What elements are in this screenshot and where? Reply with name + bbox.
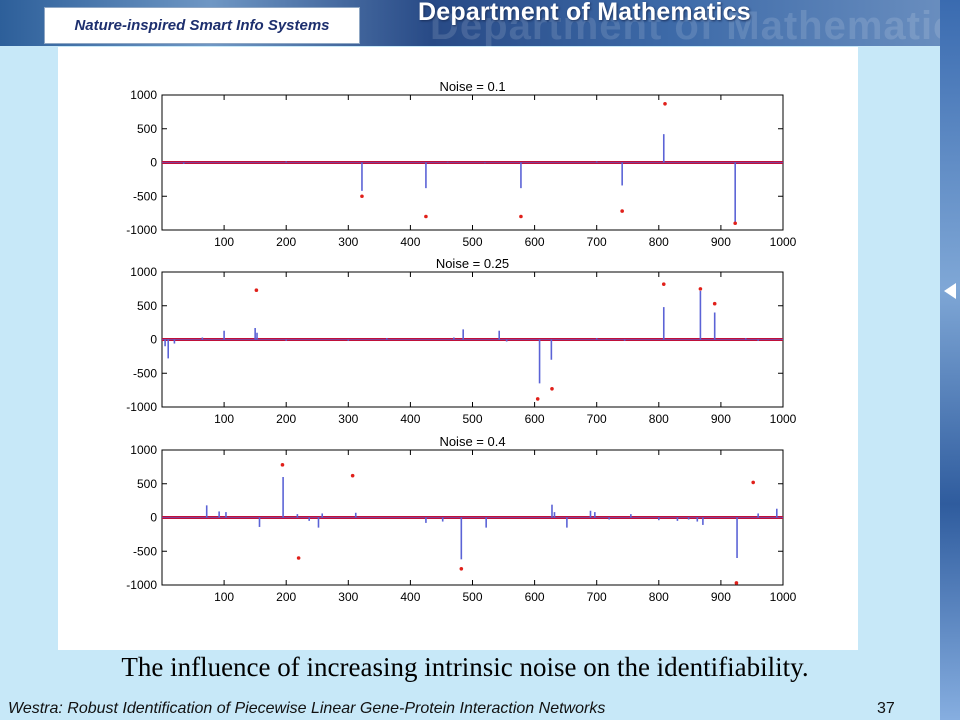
x-tick-label: 200 — [276, 412, 296, 426]
y-tick-label: 0 — [150, 156, 157, 170]
true-value-point — [751, 480, 755, 485]
chart-3: Noise = 0.4 1000 500 0 -500 -1000 100 200 300 400… — [126, 434, 796, 604]
y-tick-label: -500 — [133, 189, 157, 203]
x-tick-label: 100 — [214, 412, 234, 426]
x-tick-label: 800 — [649, 412, 669, 426]
x-tick-label: 600 — [525, 235, 545, 249]
x-tick-label: 1000 — [770, 590, 797, 604]
x-tick-label: 100 — [214, 590, 234, 604]
x-tick-label: 400 — [400, 235, 420, 249]
true-value-point — [550, 386, 554, 391]
x-tick-label: 500 — [462, 412, 482, 426]
true-value-point — [519, 214, 523, 219]
x-tick-label: 600 — [525, 590, 545, 604]
slide-caption: The influence of increasing intrinsic no… — [121, 652, 809, 682]
x-tick-label: 1000 — [770, 412, 797, 426]
page-number: 37 — [877, 700, 895, 717]
true-value-point — [661, 282, 666, 286]
x-tick-label: 500 — [462, 235, 482, 249]
true-value-point — [296, 556, 301, 560]
x-tick-label: 400 — [400, 412, 420, 426]
department-title: Department of Mathematics — [418, 0, 751, 26]
y-tick-label: -1000 — [126, 400, 157, 414]
chart-title: Noise = 0.25 — [436, 256, 509, 271]
x-tick-label: 900 — [711, 590, 731, 604]
brand-label: Nature-inspired Smart Info Systems — [44, 7, 360, 44]
x-tick-label: 500 — [462, 590, 482, 604]
y-tick-label: 500 — [137, 299, 157, 313]
true-value-point — [424, 214, 428, 219]
x-tick-label: 400 — [400, 590, 420, 604]
x-tick-label: 900 — [711, 412, 731, 426]
figure-panel: Noise = 0.1 1000 500 0 -500 -1000 100 200 300 400… — [58, 47, 858, 650]
x-tick-label: 700 — [587, 412, 607, 426]
x-tick-label: 300 — [338, 235, 358, 249]
true-value-point — [535, 397, 540, 401]
x-tick-label: 700 — [587, 235, 607, 249]
x-tick-label: 800 — [649, 590, 669, 604]
x-tick-label: 300 — [338, 590, 358, 604]
chart-1: Noise = 0.1 1000 500 0 -500 -1000 100 200 300 400… — [126, 79, 796, 249]
true-value-point — [254, 288, 259, 293]
next-slide-arrow-icon[interactable] — [944, 283, 956, 299]
true-value-point — [698, 287, 703, 291]
y-tick-label: 0 — [150, 333, 157, 347]
x-tick-label: 300 — [338, 412, 358, 426]
x-tick-label: 200 — [276, 235, 296, 249]
true-value-point — [360, 194, 364, 199]
true-value-point — [350, 473, 355, 478]
y-tick-label: -500 — [133, 366, 157, 380]
true-value-point — [734, 581, 739, 585]
x-tick-label: 700 — [587, 590, 607, 604]
true-value-point — [280, 463, 285, 467]
true-value-point — [663, 101, 667, 106]
x-tick-label: 600 — [525, 412, 545, 426]
chart-2: Noise = 0.25 1000 500 0 -500 -1000 100 200 300 40… — [126, 256, 796, 426]
department-watermark: Department of Mathematics — [430, 4, 960, 48]
y-tick-label: 500 — [137, 477, 157, 491]
y-tick-label: -1000 — [126, 578, 157, 592]
true-value-point — [459, 567, 464, 571]
chart-title: Noise = 0.1 — [439, 79, 505, 94]
y-tick-label: 1000 — [130, 265, 157, 279]
y-tick-label: 1000 — [130, 88, 157, 102]
x-tick-label: 800 — [649, 235, 669, 249]
y-tick-label: 1000 — [130, 443, 157, 457]
chart-title: Noise = 0.4 — [439, 434, 505, 449]
y-tick-label: 500 — [137, 122, 157, 136]
x-tick-label: 200 — [276, 590, 296, 604]
right-decorative-bar — [940, 0, 960, 720]
x-tick-label: 1000 — [770, 235, 797, 249]
x-tick-label: 100 — [214, 235, 234, 249]
y-tick-label: -500 — [133, 544, 157, 558]
x-tick-label: 900 — [711, 235, 731, 249]
true-value-point — [712, 301, 717, 306]
true-value-point — [733, 221, 737, 226]
true-value-point — [620, 209, 624, 213]
footer-text: Westra: Robust Identification of Piecewi… — [8, 700, 606, 717]
y-tick-label: -1000 — [126, 223, 157, 237]
y-tick-label: 0 — [150, 511, 157, 525]
